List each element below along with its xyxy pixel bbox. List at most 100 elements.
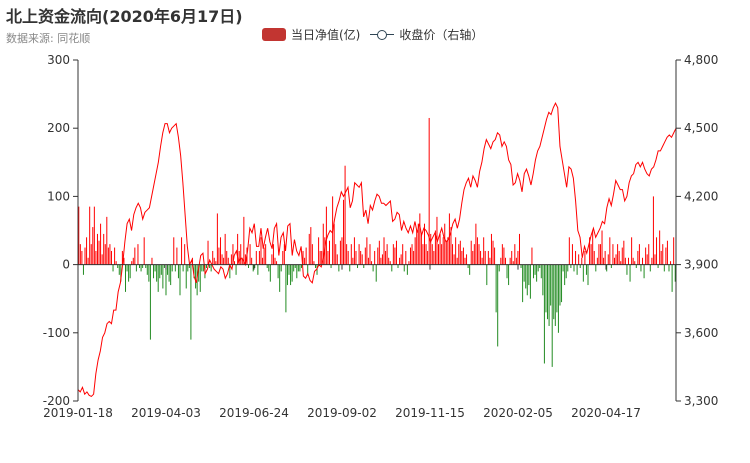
y-right-tick-label: 3,300 [684, 394, 718, 408]
bar [461, 250, 463, 265]
chart-title: 北上资金流向(2020年6月17日) [6, 7, 243, 26]
legend-item-net-value[interactable]: 当日净值(亿) [262, 26, 360, 43]
bar [216, 213, 218, 265]
bar [660, 250, 662, 265]
bar [210, 264, 212, 272]
bar [112, 264, 114, 272]
bar [302, 250, 304, 265]
bar [414, 237, 416, 265]
bar [427, 250, 429, 265]
bar [394, 247, 396, 265]
bar [120, 264, 122, 282]
bar [517, 250, 519, 265]
bar [344, 165, 346, 265]
bar [300, 264, 302, 269]
bar [352, 257, 354, 265]
bar [610, 264, 612, 269]
bar [123, 257, 125, 265]
bar [395, 240, 397, 265]
bar [520, 264, 522, 269]
close-price-line [77, 102, 677, 398]
bar [392, 244, 394, 265]
bar [276, 261, 278, 265]
bar [645, 247, 647, 265]
bar [388, 257, 390, 265]
bar [649, 264, 651, 272]
bar [167, 264, 169, 275]
bar [174, 264, 176, 272]
bar [205, 264, 207, 269]
bar [545, 264, 547, 313]
bar [371, 261, 373, 265]
bar [367, 257, 369, 265]
bar [515, 257, 517, 265]
bar [486, 264, 488, 286]
bar [673, 237, 675, 265]
bar [628, 257, 629, 265]
bar [626, 264, 628, 275]
bar [526, 264, 528, 296]
bar [223, 257, 225, 265]
bar [286, 264, 288, 286]
bar [293, 264, 295, 272]
bar [199, 264, 201, 292]
bar [484, 250, 486, 265]
bar [536, 264, 538, 282]
bar [537, 264, 539, 272]
bar [360, 250, 362, 265]
bar [652, 196, 654, 265]
bar [170, 264, 172, 286]
bar [274, 257, 276, 265]
bar [168, 264, 170, 282]
bar [294, 264, 296, 269]
bar [329, 240, 330, 265]
bar [540, 264, 542, 279]
bar [117, 264, 119, 269]
bar [132, 257, 134, 265]
bar [397, 264, 399, 269]
bar [234, 261, 236, 265]
bar [494, 247, 496, 265]
bar [422, 244, 424, 265]
bar [663, 264, 665, 272]
bar [640, 264, 642, 272]
bar [476, 237, 478, 265]
bar [209, 264, 211, 269]
bar [585, 264, 587, 275]
bar [272, 244, 274, 265]
bar [358, 244, 360, 265]
bar [420, 233, 422, 265]
bar [325, 206, 327, 265]
bar [364, 247, 366, 265]
bar [490, 233, 492, 265]
bar [659, 230, 661, 265]
bar [333, 223, 335, 265]
bar [615, 254, 617, 265]
bar [257, 264, 259, 275]
legend-item-close-price[interactable]: 收盘价（右轴） [370, 26, 483, 43]
legend-label-close-price: 收盘价（右轴） [399, 28, 484, 42]
bar [620, 261, 622, 265]
bar [218, 247, 220, 265]
bar [442, 237, 444, 265]
bar [662, 244, 664, 265]
bar [372, 264, 374, 272]
bar [473, 244, 475, 265]
bar [599, 244, 601, 265]
bar [483, 237, 485, 265]
bar [425, 244, 427, 265]
legend-label-net-value: 当日净值(亿) [291, 28, 361, 42]
x-tick-label: 2019-01-18 [43, 406, 113, 420]
bar [551, 264, 553, 367]
bar [529, 264, 531, 299]
bar [452, 244, 454, 265]
bar [339, 240, 341, 265]
bar [428, 117, 430, 265]
bar [288, 264, 290, 275]
bar [613, 257, 615, 265]
bar [564, 264, 566, 286]
bar [308, 233, 310, 265]
bar [593, 250, 595, 265]
bar [375, 264, 377, 282]
